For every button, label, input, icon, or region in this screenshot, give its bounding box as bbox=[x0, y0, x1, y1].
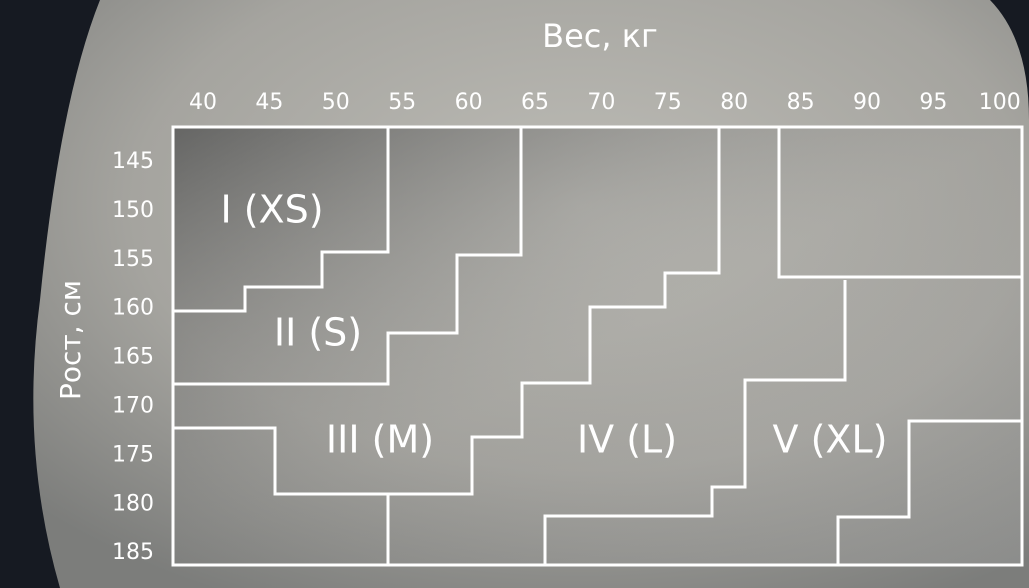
x-tick-label: 95 bbox=[919, 90, 947, 115]
s-boundary bbox=[173, 127, 523, 386]
xl-boundary bbox=[836, 419, 1022, 565]
x-tick-label: 55 bbox=[388, 90, 416, 115]
x-tick-label: 50 bbox=[322, 90, 350, 115]
m-boundary bbox=[173, 127, 721, 496]
y-tick-label: 145 bbox=[112, 149, 154, 174]
x-tick-label: 90 bbox=[853, 90, 881, 115]
chart-area-shade bbox=[173, 127, 1022, 565]
size-region-label: IV (L) bbox=[577, 418, 677, 462]
y-tick-label: 175 bbox=[112, 442, 154, 467]
y-tick-label: 185 bbox=[112, 540, 154, 565]
size-boundaries bbox=[173, 127, 1022, 565]
chart-frame bbox=[171, 125, 1024, 567]
size-region-label: II (S) bbox=[274, 311, 362, 355]
l-boundary bbox=[543, 280, 847, 565]
y-tick-label: 150 bbox=[112, 198, 154, 223]
x-tick-label: 60 bbox=[455, 90, 483, 115]
x-tick-label: 65 bbox=[521, 90, 549, 115]
x-tick-label: 85 bbox=[787, 90, 815, 115]
x-tick-label: 40 bbox=[189, 90, 217, 115]
y-tick-label: 165 bbox=[112, 345, 154, 370]
x-tick-label: 75 bbox=[654, 90, 682, 115]
size-region-label: III (M) bbox=[326, 418, 434, 462]
size-region-label: I (XS) bbox=[220, 188, 323, 232]
y-tick-label: 180 bbox=[112, 491, 154, 516]
y-tick-label: 155 bbox=[112, 247, 154, 272]
size-region-label: V (XL) bbox=[773, 418, 888, 462]
xs-boundary bbox=[173, 127, 390, 313]
x-tick-label: 80 bbox=[720, 90, 748, 115]
y-tick-label: 160 bbox=[112, 296, 154, 321]
x-tick-label: 70 bbox=[587, 90, 615, 115]
x-tick-label: 45 bbox=[255, 90, 283, 115]
y-axis-title: Рост, см bbox=[54, 280, 87, 400]
x-tick-label: 100 bbox=[979, 90, 1021, 115]
y-tick-label: 170 bbox=[112, 394, 154, 419]
l-boundary-upper bbox=[777, 127, 1022, 279]
x-axis-title: Вес, кг bbox=[542, 17, 658, 55]
